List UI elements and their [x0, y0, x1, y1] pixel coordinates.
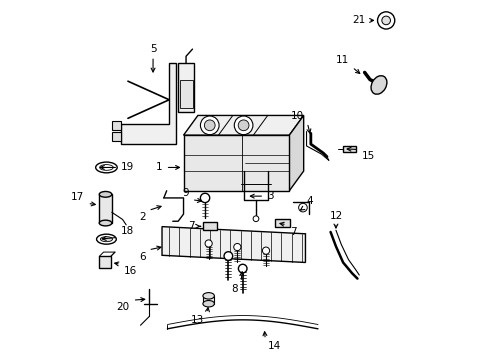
Bar [274, 219, 289, 226]
Text: 7: 7 [188, 221, 195, 231]
Text: 3: 3 [266, 191, 273, 201]
Text: 7: 7 [289, 226, 296, 237]
Circle shape [377, 12, 394, 29]
Text: 16: 16 [123, 266, 137, 276]
Text: 4: 4 [306, 196, 312, 206]
Text: 14: 14 [267, 341, 281, 351]
Text: 19: 19 [121, 162, 134, 172]
Text: 20: 20 [116, 302, 129, 312]
Ellipse shape [96, 234, 116, 244]
Text: 1: 1 [156, 162, 163, 172]
Polygon shape [183, 135, 289, 191]
Bar [112, 132, 121, 140]
Text: 21: 21 [351, 15, 365, 26]
Text: 11: 11 [335, 55, 348, 65]
Text: 13: 13 [191, 315, 204, 325]
Bar [203, 222, 217, 230]
Bar [99, 194, 112, 223]
Text: 15: 15 [361, 151, 374, 161]
Circle shape [238, 264, 246, 273]
Circle shape [204, 240, 212, 247]
Text: 6: 6 [139, 252, 145, 262]
Polygon shape [183, 116, 303, 135]
Ellipse shape [100, 165, 113, 170]
Circle shape [381, 16, 389, 25]
Bar [180, 80, 192, 108]
Ellipse shape [100, 237, 112, 242]
Polygon shape [121, 63, 176, 144]
Circle shape [238, 120, 248, 131]
Polygon shape [162, 226, 305, 262]
Polygon shape [289, 116, 303, 191]
Bar [99, 256, 110, 268]
Bar [343, 145, 355, 152]
Text: 12: 12 [328, 211, 342, 221]
Text: 17: 17 [71, 192, 84, 202]
Ellipse shape [203, 293, 214, 299]
Text: 2: 2 [139, 212, 145, 222]
Text: 5: 5 [149, 45, 156, 54]
Circle shape [234, 116, 252, 135]
Ellipse shape [99, 192, 112, 197]
Text: 18: 18 [121, 226, 134, 235]
Circle shape [253, 216, 258, 222]
Circle shape [298, 203, 306, 212]
Circle shape [224, 252, 232, 260]
Circle shape [200, 193, 209, 203]
Circle shape [200, 116, 219, 135]
Ellipse shape [96, 162, 117, 173]
Circle shape [233, 243, 241, 251]
Ellipse shape [203, 301, 214, 307]
Text: 8: 8 [231, 284, 238, 294]
Ellipse shape [370, 76, 386, 94]
Text: 10: 10 [291, 111, 304, 121]
Circle shape [204, 120, 215, 131]
Bar [178, 63, 194, 112]
Bar [203, 296, 214, 304]
Circle shape [262, 247, 269, 254]
Bar [112, 121, 121, 130]
Text: 9: 9 [182, 188, 188, 198]
Ellipse shape [99, 220, 112, 226]
